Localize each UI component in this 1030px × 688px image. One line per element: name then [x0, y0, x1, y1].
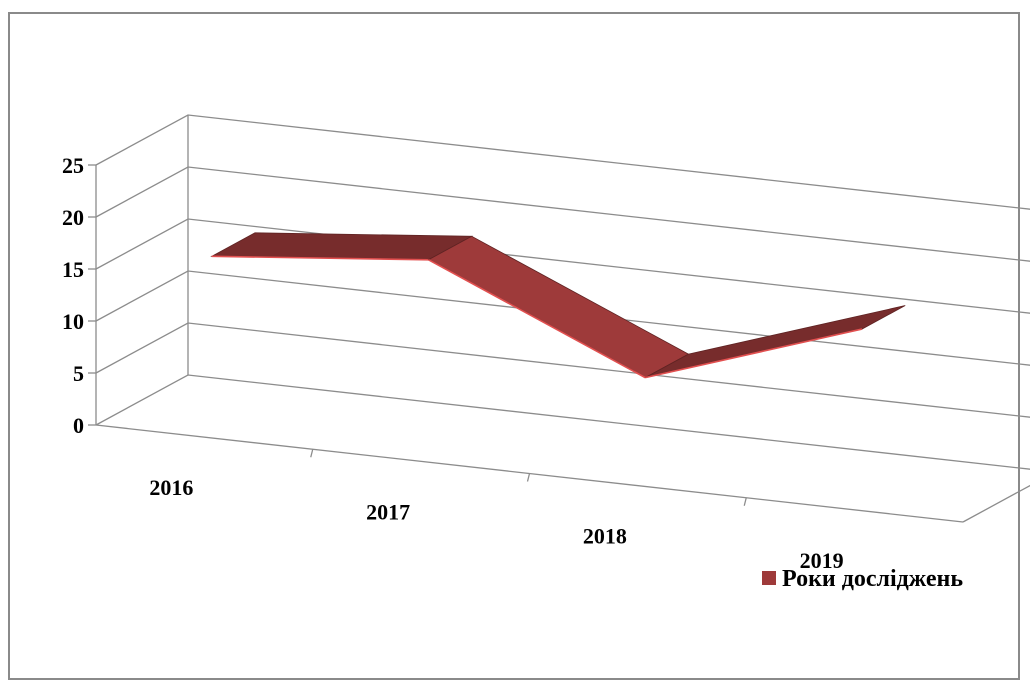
x-tick-mark — [310, 449, 314, 458]
gridline — [95, 374, 1030, 470]
legend-swatch — [762, 571, 776, 585]
series-segment — [645, 305, 906, 379]
gridline — [95, 270, 1030, 366]
x-tick-label: 2019 — [800, 548, 844, 573]
gridline — [95, 218, 1030, 314]
series-segment-edge — [645, 328, 863, 379]
x-axis-tick-labels: 2016 2017 2018 2019 — [149, 475, 843, 573]
x-tick-mark — [743, 497, 747, 506]
gridline — [95, 114, 1030, 210]
x-tick-label: 2017 — [366, 499, 410, 524]
y-tick-label: 25 — [62, 153, 84, 178]
y-tick-label: 5 — [73, 361, 84, 386]
y-tick-label: 20 — [62, 205, 84, 230]
series-segment — [210, 232, 474, 261]
x-tick-label: 2016 — [149, 475, 193, 500]
legend: Роки досліджень — [762, 566, 963, 592]
gridlines — [88, 114, 1030, 470]
y-tick-label: 10 — [62, 309, 84, 334]
gridline — [95, 322, 1030, 418]
x-tick-label: 2018 — [583, 524, 627, 549]
gridline — [95, 166, 1030, 262]
x-tick-mark — [526, 473, 531, 482]
y-tick-label: 15 — [62, 257, 84, 282]
legend-label: Роки досліджень — [782, 566, 963, 592]
series-segment-edge — [211, 255, 429, 261]
series-ribbon — [210, 232, 906, 379]
floor-right-edge — [962, 484, 1030, 523]
y-axis-tick-labels: 0 5 10 15 20 25 — [62, 153, 84, 438]
chart-walls — [95, 115, 1030, 523]
series-segment — [427, 235, 690, 379]
chart-frame — [8, 12, 1020, 680]
y-tick-label: 0 — [73, 413, 84, 438]
series-segment-edge — [428, 259, 646, 379]
